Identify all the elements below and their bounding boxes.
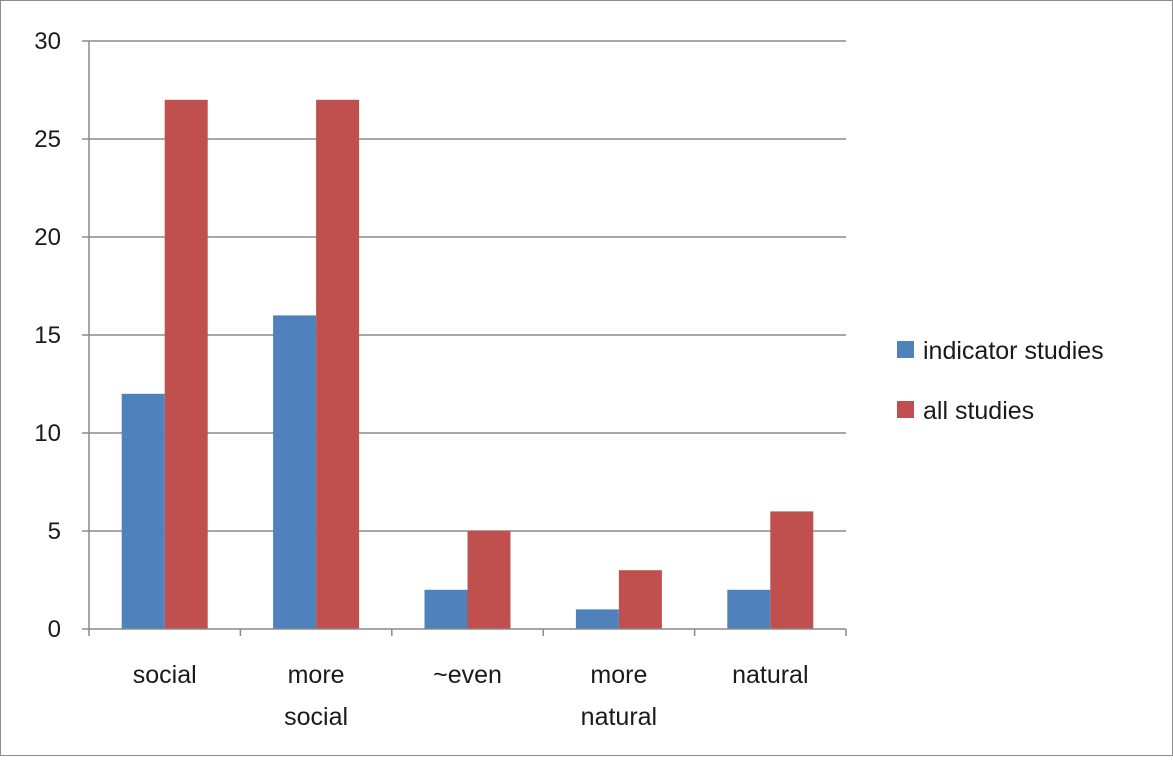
axes (82, 40, 847, 636)
bar-indicator-studies-4 (727, 589, 771, 629)
bar-indicator-studies-1 (273, 315, 317, 629)
y-tick-label: 30 (34, 28, 61, 55)
x-category-label: natural (581, 703, 657, 731)
y-tick-label: 10 (34, 420, 61, 447)
bar-all-studies-2 (467, 531, 511, 629)
bar-all-studies-4 (770, 511, 814, 629)
y-tick-label: 0 (48, 616, 61, 643)
y-tick-labels: 0 5 10 15 20 25 30 (34, 28, 61, 643)
x-category-label: more (288, 661, 345, 689)
x-category-label: ~even (433, 661, 502, 689)
x-category-labels: social more social ~even more natural natural (133, 661, 809, 731)
bars (121, 99, 814, 630)
x-category-label: social (133, 661, 197, 689)
legend-swatch (897, 401, 914, 418)
y-tick-label: 20 (34, 224, 61, 251)
bar-indicator-studies-3 (575, 609, 619, 629)
legend: indicator studies all studies (897, 337, 1104, 425)
legend-swatch (897, 341, 914, 358)
gridlines (89, 40, 846, 532)
bar-all-studies-3 (618, 570, 662, 629)
y-tick-label: 5 (48, 518, 61, 545)
bar-indicator-studies-0 (121, 393, 165, 629)
bar-all-studies-0 (164, 99, 208, 630)
legend-label: all studies (923, 397, 1034, 425)
x-category-label: social (284, 703, 348, 731)
y-tick-label: 25 (34, 126, 61, 153)
y-tick-label: 15 (34, 322, 61, 349)
x-category-label: natural (732, 661, 808, 689)
bar-all-studies-1 (316, 99, 360, 630)
bar-indicator-studies-2 (424, 589, 468, 629)
legend-label: indicator studies (923, 337, 1104, 365)
x-category-label: more (590, 661, 647, 689)
